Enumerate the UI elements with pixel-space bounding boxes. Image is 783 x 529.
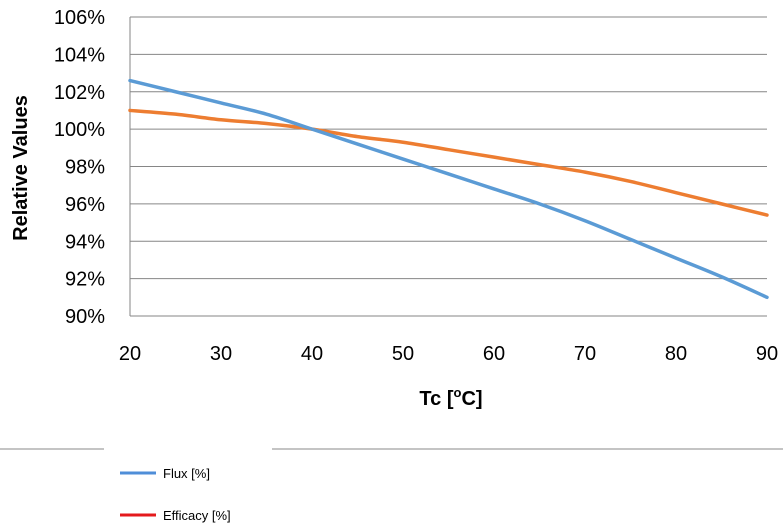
x-tick-label: 20 <box>119 343 141 365</box>
legend-label-efficacy: Efficacy [%] <box>163 508 231 523</box>
y-tick-label: 90% <box>65 306 105 328</box>
y-tick-label: 102% <box>54 82 105 104</box>
x-axis-title: Tc [oC] <box>419 385 482 410</box>
y-tick-label: 100% <box>54 119 105 141</box>
legend-label-flux: Flux [%] <box>163 466 210 481</box>
y-tick-label: 94% <box>65 231 105 253</box>
x-axis-title-sup: o <box>454 385 462 400</box>
y-tick-label: 98% <box>65 157 105 179</box>
x-axis-title-pre: Tc [ <box>419 388 453 410</box>
y-tick-labels: 90% 92% 94% 96% 98% 100% 102% 104% 106% <box>54 7 105 328</box>
series-line-efficacy <box>128 108 769 217</box>
x-tick-label: 50 <box>392 343 414 365</box>
series-line-flux <box>128 78 769 300</box>
x-tick-label: 30 <box>210 343 232 365</box>
x-tick-label: 60 <box>483 343 505 365</box>
y-axis-title: Relative Values <box>10 95 32 241</box>
x-tick-label: 90 <box>756 343 778 365</box>
series-lines <box>128 78 769 300</box>
x-tick-label: 80 <box>665 343 687 365</box>
y-tick-label: 104% <box>54 44 105 66</box>
gridlines <box>129 16 767 317</box>
y-tick-label: 96% <box>65 194 105 216</box>
y-tick-label: 106% <box>54 7 105 29</box>
x-tick-labels: 20 30 40 50 60 70 80 90 <box>119 343 778 365</box>
x-axis-title-post: C] <box>461 388 482 410</box>
legend: Flux [%] Efficacy [%] <box>0 448 783 523</box>
y-tick-label: 92% <box>65 269 105 291</box>
x-tick-label: 70 <box>574 343 596 365</box>
x-tick-label: 40 <box>301 343 323 365</box>
